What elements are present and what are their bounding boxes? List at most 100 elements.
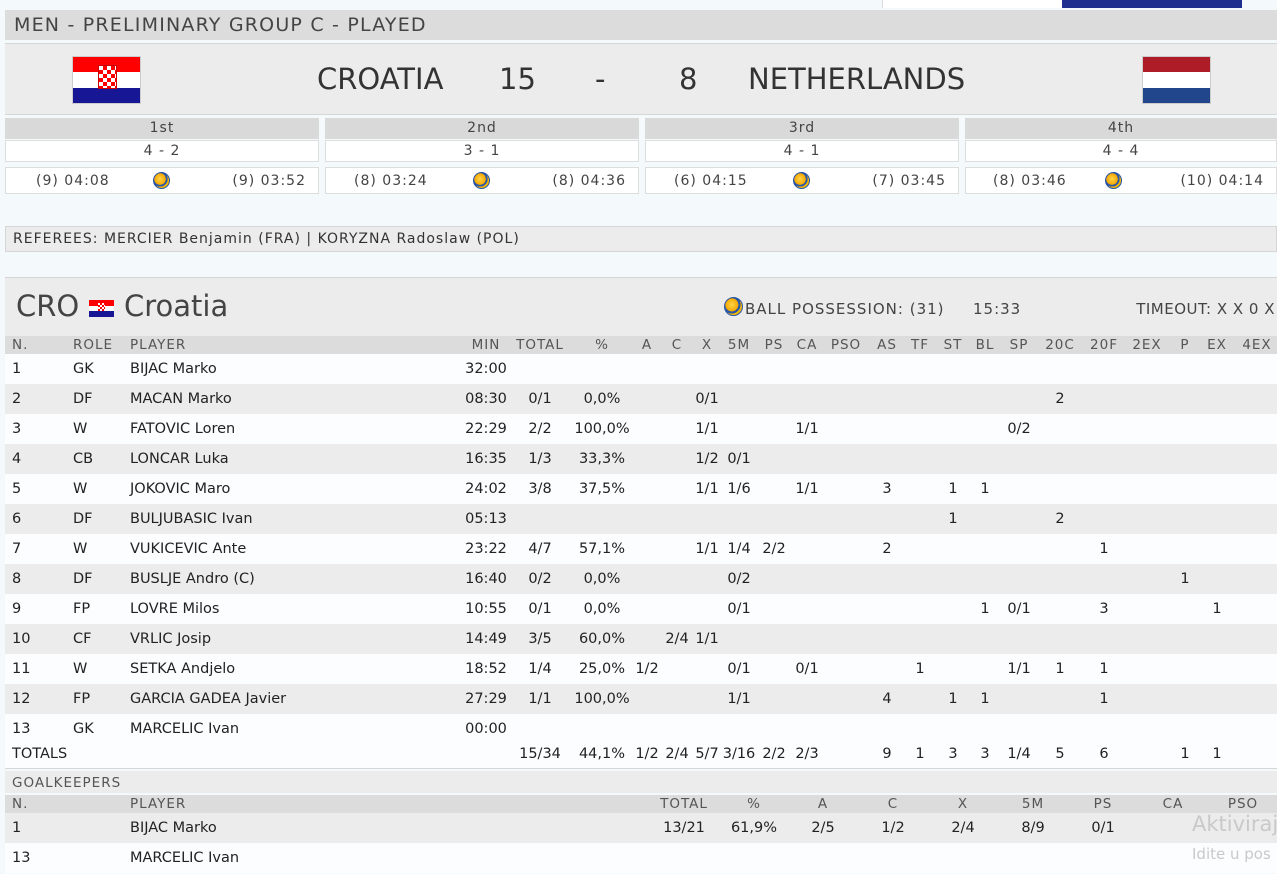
- referees-bar: REFEREES: MERCIER Benjamin (FRA) | KORYZ…: [5, 226, 1277, 252]
- totals-cell-ex: 1: [1212, 746, 1221, 762]
- cell-total: 1/4: [528, 661, 551, 677]
- cell-pct: 100,0%: [574, 691, 629, 707]
- cell-player: BUSLJE Andro (C): [130, 571, 255, 587]
- goalkeeper-row: 1 BIJAC Marko 13/21 61,9% 2/5 1/2 2/4 8/9 0/1: [5, 813, 1277, 843]
- cell-n: 7: [12, 541, 21, 557]
- ball-possession-time: 15:33: [973, 300, 1021, 318]
- gk-column-header-x: X: [958, 796, 968, 812]
- cell-total: 0/2: [528, 571, 551, 587]
- cell-min: 00:00: [465, 721, 507, 737]
- totals-cell-st: 3: [948, 746, 957, 762]
- cell-player: BIJAC Marko: [130, 361, 217, 377]
- cell-st: 1: [948, 481, 957, 497]
- cell-pct: 0,0%: [584, 571, 621, 587]
- cell-c20: 2: [1055, 391, 1064, 407]
- column-header-sp: SP: [1010, 337, 1029, 353]
- totals-cell-sp: 1/4: [1007, 746, 1030, 762]
- group-header-title: MEN - PRELIMINARY GROUP C - PLAYED: [14, 14, 427, 36]
- cell-pct: 100,0%: [574, 421, 629, 437]
- ball-possession-label: BALL POSSESSION: (31): [745, 300, 945, 318]
- quarter-possession-times: (8) 03:24 (8) 04:36: [325, 167, 639, 194]
- quarter-score: 4 - 2: [5, 140, 319, 162]
- gk-column-header-m5: 5M: [1022, 796, 1044, 812]
- column-header-bl: BL: [976, 337, 995, 353]
- column-header-ps: PS: [765, 337, 784, 353]
- totals-cell-pct: 44,1%: [579, 746, 625, 762]
- cell-n: 11: [12, 661, 30, 677]
- gk-column-header-total: TOTAL: [660, 796, 708, 812]
- cell-role: FP: [73, 601, 90, 617]
- cell-as: 3: [882, 481, 891, 497]
- cell-st: 1: [948, 511, 957, 527]
- cell-n: 1: [12, 361, 21, 377]
- gk-cell-ps: 0/1: [1091, 820, 1114, 836]
- cell-x: 1/1: [695, 481, 718, 497]
- cell-min: 23:22: [465, 541, 507, 557]
- column-header-ex2: 2EX: [1132, 337, 1161, 353]
- stats-header-row: N. ROLE PLAYER MIN TOTAL% A C X 5M PS CA PSO AS TF ST B…: [5, 336, 1277, 354]
- cell-role: W: [73, 481, 87, 497]
- cell-min: 27:29: [465, 691, 507, 707]
- gk-column-header-pso: PSO: [1228, 796, 1258, 812]
- quarter-label: 2nd: [325, 118, 639, 139]
- cell-pct: 57,1%: [579, 541, 625, 557]
- gk-cell-c: 1/2: [881, 820, 904, 836]
- cell-player: VRLIC Josip: [130, 631, 211, 647]
- totals-cell-f20: 6: [1099, 746, 1108, 762]
- table-row: 11 W SETKA Andjelo 18:52 1/4 25,0% 1/2 0/1 0/1 1 1…: [5, 654, 1277, 684]
- cell-role: W: [73, 541, 87, 557]
- cell-player: BULJUBASIC Ivan: [130, 511, 253, 527]
- column-header-a: A: [642, 337, 652, 353]
- totals-cell-bl: 3: [980, 746, 989, 762]
- cell-total: 0/1: [528, 391, 551, 407]
- cell-n: 8: [12, 571, 21, 587]
- cell-min: 16:35: [465, 451, 507, 467]
- gk-cell-player: BIJAC Marko: [130, 820, 217, 836]
- cell-total: 0/1: [528, 601, 551, 617]
- cell-pct: 37,5%: [579, 481, 625, 497]
- cell-m5: 1/6: [727, 481, 750, 497]
- away-possession-time: (9) 03:52: [232, 173, 306, 189]
- cell-ps: 2/2: [762, 541, 785, 557]
- cell-pct: 25,0%: [579, 661, 625, 677]
- cell-n: 3: [12, 421, 21, 437]
- cell-min: 05:13: [465, 511, 507, 527]
- cell-f20: 1: [1099, 661, 1108, 677]
- cell-n: 12: [12, 691, 30, 707]
- cell-ca: 1/1: [795, 481, 818, 497]
- table-row: 7 W VUKICEVIC Ante 23:22 4/7 57,1% 1/1 1/4 2/2 2 1: [5, 534, 1277, 564]
- goalkeepers-header-row: N. PLAYER TOTAL% A C X 5M PS CA PSO: [5, 795, 1277, 813]
- column-header-n: N.: [12, 337, 28, 353]
- gk-column-header-a: A: [818, 796, 828, 812]
- cell-pct: 0,0%: [584, 391, 621, 407]
- column-header-role: ROLE: [73, 337, 113, 353]
- score-box: CROATIA 15 - 8 NETHERLANDS: [5, 43, 1277, 115]
- totals-cell-total: 15/34: [519, 746, 561, 762]
- column-header-ex: EX: [1207, 337, 1227, 353]
- totals-row: TOTALS 15/34 44,1% 1/2 2/4 5/7 3/16 2/2 2/3 9 1 3 3 1…: [5, 742, 1277, 769]
- cell-pct: 60,0%: [579, 631, 625, 647]
- totals-cell-ps: 2/2: [762, 746, 785, 762]
- cell-tf: 1: [915, 661, 924, 677]
- column-header-as: AS: [877, 337, 897, 353]
- cell-m5: 0/2: [727, 571, 750, 587]
- totals-cell-x: 5/7: [695, 746, 718, 762]
- referees-text: REFEREES: MERCIER Benjamin (FRA) | KORYZ…: [13, 231, 520, 247]
- gk-column-header-n: N.: [12, 796, 28, 812]
- team-header: CRO Croatia BALL POSSESSION: (31) 15:33 …: [5, 277, 1277, 338]
- totals-cell-ca: 2/3: [795, 746, 818, 762]
- column-header-st: ST: [944, 337, 963, 353]
- team-code: CRO: [16, 289, 79, 323]
- home-team-name: CROATIA: [317, 62, 443, 96]
- cell-role: CB: [73, 451, 93, 467]
- totals-cell-a: 1/2: [635, 746, 658, 762]
- cell-a: 1/2: [635, 661, 658, 677]
- cell-pct: 0,0%: [584, 601, 621, 617]
- table-row: 5 W JOKOVIC Maro 24:02 3/8 37,5% 1/1 1/6 1/1 3 1 1: [5, 474, 1277, 504]
- home-possession-time: (8) 03:24: [354, 173, 428, 189]
- column-header-f20: 20F: [1090, 337, 1118, 353]
- cell-min: 24:02: [465, 481, 507, 497]
- cell-player: LONCAR Luka: [130, 451, 229, 467]
- cell-role: GK: [73, 721, 94, 737]
- column-header-c: C: [672, 337, 682, 353]
